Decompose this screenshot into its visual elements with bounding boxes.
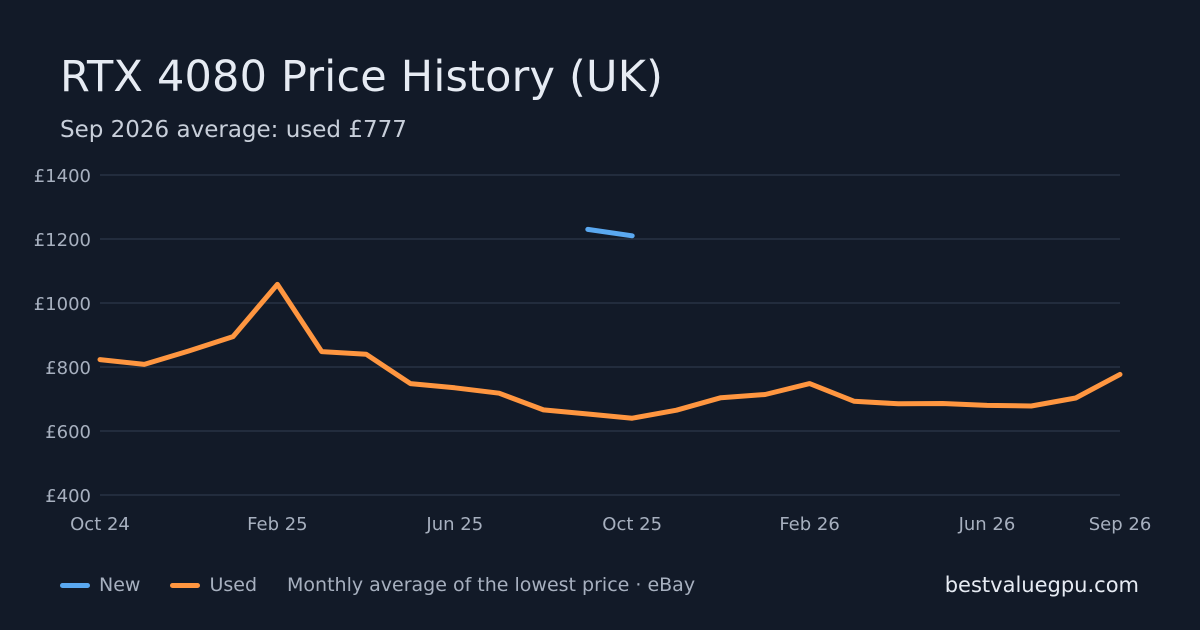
x-tick-label: Feb 26	[779, 514, 840, 535]
x-axis-ticks: Oct 24 Feb 25 Jun 25 Oct 25 Feb 26 Jun 26 Sep …	[70, 514, 1151, 535]
legend-item-used: Used	[170, 574, 257, 596]
chart-title: RTX 4080 Price History (UK)	[60, 52, 664, 102]
x-tick-label: Jun 26	[958, 514, 1016, 535]
y-tick-label: £600	[45, 422, 91, 443]
x-tick-label: Jun 25	[425, 514, 483, 535]
x-tick-label: Oct 24	[70, 514, 130, 535]
legend: New Used Monthly average of the lowest p…	[60, 574, 695, 596]
legend-note: Monthly average of the lowest price · eB…	[287, 574, 696, 596]
brand-link[interactable]: bestvaluegpu.com	[944, 573, 1139, 597]
y-tick-label: £400	[45, 486, 91, 507]
grid-lines	[100, 174, 1120, 496]
legend-swatch-used	[170, 582, 201, 588]
series-lines	[97, 226, 1123, 421]
x-tick-label: Oct 25	[602, 514, 662, 535]
chart-subtitle: Sep 2026 average: used £777	[60, 117, 407, 143]
y-axis-ticks: £400 £600 £800 £1000 £1200 £1400	[34, 166, 91, 507]
legend-label-new: New	[99, 574, 141, 596]
y-tick-label: £1400	[34, 166, 91, 187]
y-tick-label: £1200	[34, 230, 91, 251]
x-tick-label: Sep 26	[1089, 514, 1152, 535]
series-line-new	[585, 226, 635, 239]
series-line-used	[97, 281, 1123, 421]
x-tick-label: Feb 25	[247, 514, 308, 535]
y-tick-label: £800	[45, 358, 91, 379]
legend-swatch-new	[60, 582, 90, 588]
legend-label-used: Used	[209, 574, 258, 596]
legend-item-new: New	[60, 574, 140, 596]
y-tick-label: £1000	[34, 294, 91, 315]
